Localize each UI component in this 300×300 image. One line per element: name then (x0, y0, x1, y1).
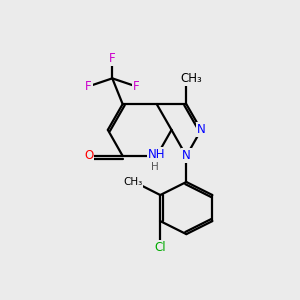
Text: Cl: Cl (154, 241, 166, 254)
Text: N: N (182, 149, 191, 162)
Text: F: F (133, 80, 139, 93)
Text: O: O (84, 149, 93, 162)
Text: CH₃: CH₃ (123, 177, 142, 187)
Text: F: F (85, 80, 92, 93)
Text: H: H (151, 162, 158, 172)
Text: CH₃: CH₃ (180, 72, 202, 85)
Text: F: F (109, 52, 116, 65)
Text: NH: NH (148, 148, 166, 161)
Text: N: N (197, 123, 206, 136)
